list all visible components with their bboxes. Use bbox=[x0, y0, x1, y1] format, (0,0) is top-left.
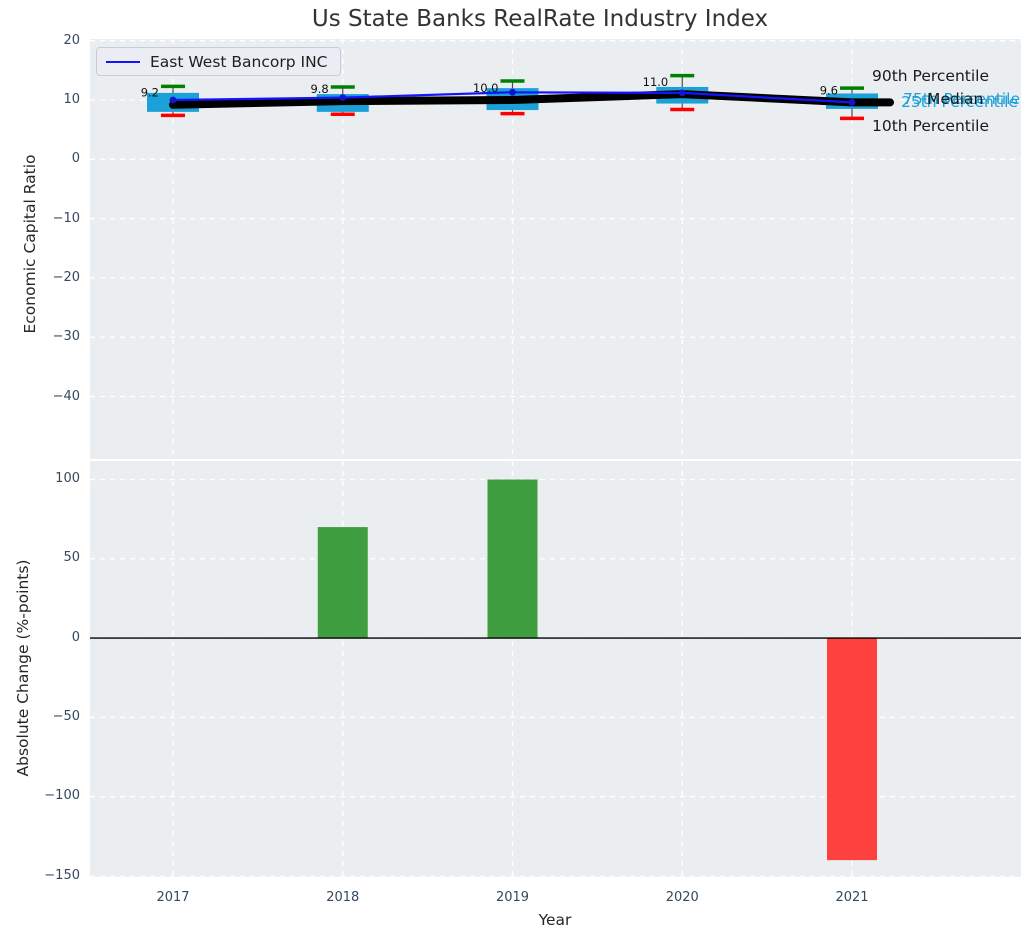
change-bar-negative bbox=[827, 638, 877, 860]
company-marker bbox=[679, 89, 686, 96]
company-marker bbox=[849, 99, 856, 106]
x-tick-label: 2020 bbox=[642, 889, 722, 907]
top-y-tick-label: −40 bbox=[0, 388, 80, 406]
median-value-label: 9.2 bbox=[141, 86, 159, 100]
bottom-y-tick-label: −150 bbox=[0, 867, 80, 885]
change-bar-positive bbox=[488, 479, 538, 638]
top-y-tick-label: −10 bbox=[0, 210, 80, 228]
company-marker bbox=[509, 89, 516, 96]
bottom-y-tick-label: 100 bbox=[0, 470, 80, 488]
company-marker bbox=[339, 94, 346, 101]
figure: Us State Banks RealRate Industry Index 9… bbox=[0, 0, 1029, 942]
bottom-y-tick-label: 0 bbox=[0, 629, 80, 647]
median-value-label: 11.0 bbox=[643, 75, 669, 89]
bottom-y-axis-label: Absolute Change (%-points) bbox=[14, 560, 32, 777]
x-tick-label: 2019 bbox=[473, 889, 553, 907]
median-value-label: 10.0 bbox=[473, 81, 499, 95]
x-tick-label: 2021 bbox=[812, 889, 892, 907]
x-tick-label: 2017 bbox=[133, 889, 213, 907]
top-y-axis-label: Economic Capital Ratio bbox=[21, 154, 39, 333]
bottom-y-tick-label: −50 bbox=[0, 708, 80, 726]
legend-line-sample-icon bbox=[106, 61, 140, 63]
top-y-tick-label: −20 bbox=[0, 269, 80, 287]
company-marker bbox=[170, 97, 177, 104]
median-value-label: 9.8 bbox=[310, 82, 328, 96]
annotation-90th-percentile: 90th Percentile bbox=[872, 67, 989, 86]
change-bar-chart bbox=[90, 461, 1021, 878]
top-y-tick-label: 20 bbox=[0, 32, 80, 50]
x-tick-label: 2018 bbox=[303, 889, 383, 907]
median-value-label: 9.6 bbox=[820, 83, 838, 97]
top-y-tick-label: −30 bbox=[0, 328, 80, 346]
bottom-y-tick-label: −100 bbox=[0, 787, 80, 805]
legend-series-label: East West Bancorp INC bbox=[150, 53, 328, 71]
bottom-y-tick-label: 50 bbox=[0, 549, 80, 567]
x-axis-label: Year bbox=[455, 911, 655, 929]
boxplot-chart: 9.2 9.8 10.0 11.0 9.6 bbox=[90, 39, 1021, 459]
change-bar-positive bbox=[318, 527, 368, 638]
legend: East West Bancorp INC bbox=[96, 47, 341, 76]
annotation-median: Median bbox=[927, 90, 983, 109]
chart-title: Us State Banks RealRate Industry Index bbox=[40, 6, 1029, 32]
annotation-10th-percentile: 10th Percentile bbox=[872, 117, 989, 136]
top-y-tick-label: 0 bbox=[0, 150, 80, 168]
top-y-tick-label: 10 bbox=[0, 91, 80, 109]
